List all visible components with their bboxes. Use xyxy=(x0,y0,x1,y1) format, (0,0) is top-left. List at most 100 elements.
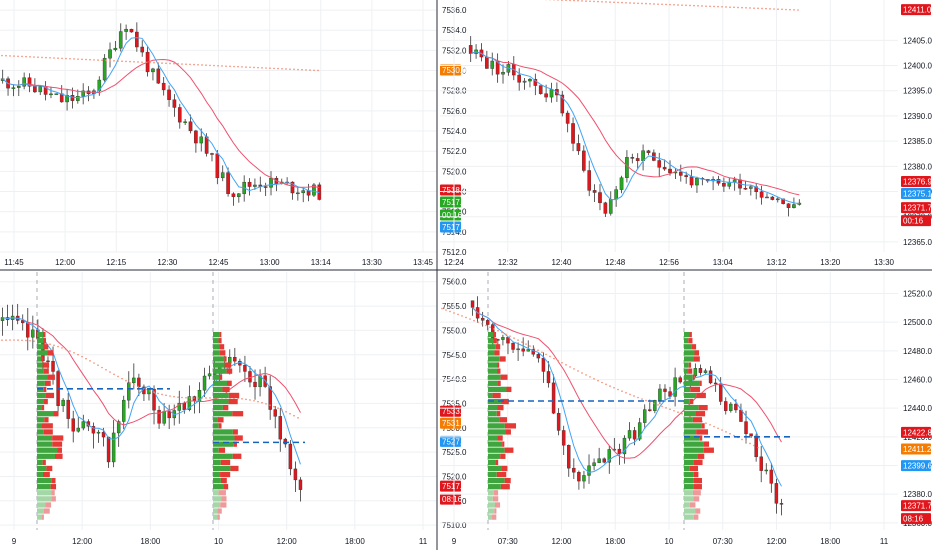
volume-bar xyxy=(213,429,233,435)
dot xyxy=(677,4,679,6)
volume-bar xyxy=(44,380,51,386)
candle-body xyxy=(571,123,575,144)
chart-panel-bottom-left[interactable]: 7560.07555.07550.07545.07540.07535.07530… xyxy=(0,272,467,546)
candle-body xyxy=(764,469,768,472)
dot xyxy=(665,3,667,6)
candle xyxy=(565,110,570,133)
candle-body xyxy=(632,430,637,440)
candle xyxy=(296,187,300,201)
plot-area[interactable] xyxy=(0,272,437,530)
dot xyxy=(125,60,127,63)
price-tick-label: 12385.0 xyxy=(903,137,932,146)
candle xyxy=(70,87,75,109)
volume-bar xyxy=(41,404,45,411)
volume-bar xyxy=(37,465,47,472)
dot xyxy=(81,355,83,358)
dot xyxy=(705,422,707,424)
time-tick-label: 13:12 xyxy=(766,258,787,267)
dot xyxy=(9,339,11,341)
volume-bar xyxy=(488,484,501,490)
candle xyxy=(703,368,708,374)
dot xyxy=(181,396,183,399)
volume-bar xyxy=(43,508,50,514)
price-tag-label: 12399.6 xyxy=(903,462,932,471)
dot xyxy=(549,355,551,358)
volume-bar xyxy=(684,344,692,350)
volume-bar xyxy=(52,441,63,447)
volume-bar xyxy=(43,429,53,435)
time-tick-label: 18:00 xyxy=(345,537,366,546)
price-tag: 12371.7 xyxy=(901,500,932,512)
time-axis[interactable]: 12:24 12:32 12:40 12:48 12:56 13:04 13:12 13:20… xyxy=(444,258,895,267)
candle-body xyxy=(517,74,521,83)
price-tag: 12422.8 xyxy=(901,426,932,438)
plot-area[interactable] xyxy=(440,272,898,530)
candle-body xyxy=(592,462,596,467)
dot xyxy=(577,370,579,372)
time-axis[interactable]: 11:45 12:00 12:15 12:30 12:45 13:00 13:14 13:30… xyxy=(4,258,433,267)
dot xyxy=(149,61,151,64)
dot xyxy=(525,343,527,345)
dot xyxy=(105,368,107,371)
volume-bar xyxy=(696,429,708,435)
candle-body xyxy=(151,68,155,73)
chart-panel-bottom-right[interactable]: 12520.012500.012480.012460.012440.012420… xyxy=(440,272,932,546)
dot xyxy=(161,62,163,64)
candle-body xyxy=(480,317,485,321)
chart-panel-top-left[interactable]: 7536.07534.07532.07530.07528.07526.07524… xyxy=(0,0,467,267)
candle-body xyxy=(663,388,667,392)
volume-bar xyxy=(42,459,46,466)
candle xyxy=(122,395,126,430)
dot xyxy=(509,335,511,338)
chart-panel-top-right[interactable]: 12405.0 12400.0 12395.0 12390.0 12385.0 12380… xyxy=(440,0,932,267)
volume-bar xyxy=(219,344,225,350)
candle xyxy=(764,463,768,475)
candle xyxy=(71,410,75,443)
dot xyxy=(561,361,563,364)
dot xyxy=(585,0,587,2)
dot xyxy=(25,55,27,58)
candle-body xyxy=(38,86,43,93)
volume-bar xyxy=(693,459,703,466)
dot xyxy=(53,57,55,59)
plot-area[interactable] xyxy=(0,0,437,253)
candle-body xyxy=(253,381,257,388)
dot xyxy=(681,4,683,6)
volume-bar xyxy=(43,332,46,338)
volume-bar xyxy=(51,496,56,502)
dot xyxy=(209,397,211,399)
dot xyxy=(69,57,71,60)
volume-bar xyxy=(684,411,696,417)
candle xyxy=(233,347,237,366)
volume-bar xyxy=(684,447,704,453)
candle-body xyxy=(608,199,613,214)
dot xyxy=(741,6,743,9)
dot xyxy=(513,337,515,339)
candle-body xyxy=(619,177,624,190)
price-axis[interactable]: 12520.012500.012480.012460.012440.012420… xyxy=(903,290,932,528)
dot xyxy=(553,357,555,360)
volume-bar xyxy=(500,484,510,490)
candle-body xyxy=(233,356,237,362)
dot xyxy=(25,339,27,342)
dot xyxy=(453,312,455,314)
volume-bar xyxy=(37,429,44,435)
volume-bar xyxy=(228,398,238,405)
price-tag-bg xyxy=(901,426,931,438)
candle-body xyxy=(698,368,703,373)
dot xyxy=(293,68,295,71)
dot xyxy=(277,67,279,70)
time-tick-label: 12:56 xyxy=(659,258,680,267)
dot xyxy=(545,353,547,356)
volume-bar xyxy=(227,380,232,386)
price-tag-bg xyxy=(901,500,931,512)
time-axis[interactable]: 9 12:00 18:00 10 12:00 18:00 11 xyxy=(12,537,428,546)
candle-body xyxy=(587,170,592,191)
time-axis[interactable]: 9 07:30 12:00 18:00 10 07:30 12:00 18:00 11 xyxy=(452,537,889,546)
candle-body xyxy=(630,157,635,159)
volume-bar xyxy=(37,435,53,441)
candle-body xyxy=(312,184,316,196)
plot-area[interactable] xyxy=(440,0,898,252)
candle-body xyxy=(695,178,699,186)
